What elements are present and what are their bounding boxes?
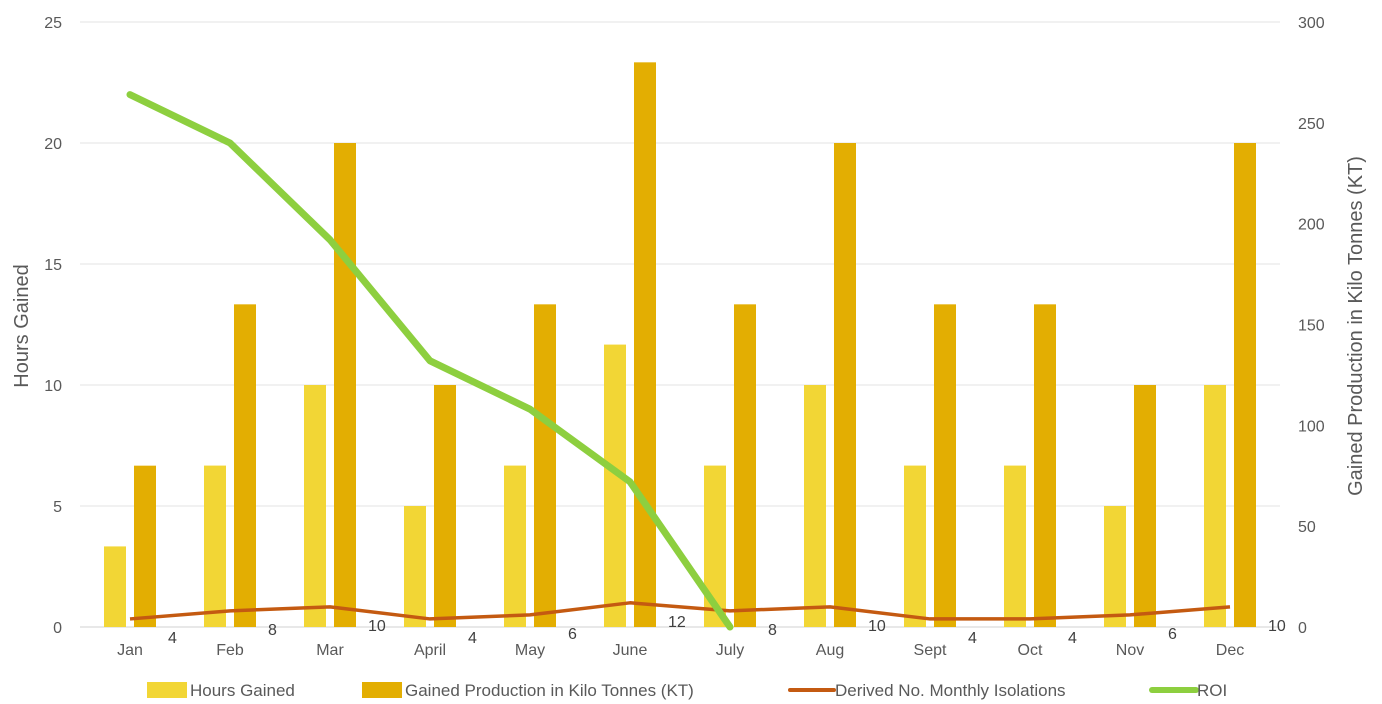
bars <box>104 62 1256 628</box>
bar <box>634 62 656 628</box>
y2-tick-label: 50 <box>1298 519 1316 536</box>
y2-axis-title: Gained Production in Kilo Tonnes (KT) <box>1345 156 1367 496</box>
gridlines <box>80 21 1280 628</box>
data-label: 4 <box>168 630 177 647</box>
bar <box>104 546 126 627</box>
data-label: 8 <box>768 622 777 639</box>
legend: Hours Gained Gained Production in Kilo To… <box>147 681 1227 700</box>
bar <box>834 143 856 627</box>
y2-tick-label: 100 <box>1298 418 1325 435</box>
legend-label: Hours Gained <box>190 681 295 700</box>
bar <box>734 304 756 627</box>
legend-label: Derived No. Monthly Isolations <box>835 681 1066 700</box>
y-tick-label: 25 <box>44 15 62 32</box>
bar <box>1034 304 1056 627</box>
bar <box>234 304 256 627</box>
legend-swatch <box>147 682 187 698</box>
y-axis-ticks: 0 5 10 15 20 25 <box>44 15 62 637</box>
x-tick-label: Jan <box>117 642 143 659</box>
bar <box>704 465 726 627</box>
lines <box>126 91 1231 631</box>
x-tick-label: Oct <box>1018 642 1043 659</box>
bar <box>404 506 426 627</box>
roi-line <box>126 91 734 631</box>
bar <box>334 143 356 627</box>
x-tick-label: April <box>414 642 446 659</box>
y2-tick-label: 0 <box>1298 620 1307 637</box>
bar <box>504 465 526 627</box>
x-tick-label: Mar <box>316 642 344 659</box>
x-tick-label: Aug <box>816 642 844 659</box>
legend-swatch <box>362 682 402 698</box>
bar <box>604 344 626 627</box>
bar <box>1104 506 1126 627</box>
bar <box>204 465 226 627</box>
y-tick-label: 0 <box>53 620 62 637</box>
x-tick-label: July <box>716 642 744 659</box>
bar <box>1204 385 1226 627</box>
data-label: 10 <box>868 618 886 635</box>
bar <box>534 304 556 627</box>
y-tick-label: 15 <box>44 257 62 274</box>
bar <box>934 304 956 627</box>
x-tick-label: Dec <box>1216 642 1244 659</box>
x-tick-label: June <box>613 642 648 659</box>
data-label: 10 <box>368 618 386 635</box>
y-tick-label: 5 <box>53 499 62 516</box>
x-axis-ticks: Jan Feb Mar April May June July Aug Sept Oct Nov De… <box>117 642 1244 659</box>
bar <box>804 385 826 627</box>
y-axis-title: Hours Gained <box>11 264 33 387</box>
isolations-line <box>129 601 1231 621</box>
bar <box>1234 143 1256 627</box>
bar <box>434 385 456 627</box>
bar <box>134 465 156 627</box>
data-label: 4 <box>1068 630 1077 647</box>
bar <box>1004 465 1026 627</box>
legend-label: Gained Production in Kilo Tonnes (KT) <box>405 681 694 700</box>
x-tick-label: May <box>515 642 545 659</box>
data-label: 4 <box>968 630 977 647</box>
x-tick-label: Sept <box>914 642 947 659</box>
data-label: 6 <box>568 626 577 643</box>
y2-axis-ticks: 0 50 100 150 200 250 300 <box>1298 15 1325 637</box>
y2-tick-label: 300 <box>1298 15 1325 32</box>
y-tick-label: 20 <box>44 136 62 153</box>
y2-tick-label: 250 <box>1298 116 1325 133</box>
y2-tick-label: 150 <box>1298 318 1325 335</box>
y-tick-label: 10 <box>44 378 62 395</box>
bar <box>304 385 326 627</box>
x-tick-label: Nov <box>1116 642 1144 659</box>
legend-label: ROI <box>1197 681 1227 700</box>
x-tick-label: Feb <box>216 642 244 659</box>
data-label: 4 <box>468 630 477 647</box>
data-labels: 4 8 10 4 6 12 8 10 4 4 6 10 <box>168 614 1286 647</box>
bar <box>1134 385 1156 627</box>
data-label: 12 <box>668 614 686 631</box>
data-label: 6 <box>1168 626 1177 643</box>
data-label: 8 <box>268 622 277 639</box>
bar <box>904 465 926 627</box>
data-label: 10 <box>1268 618 1286 635</box>
y2-tick-label: 200 <box>1298 217 1325 234</box>
